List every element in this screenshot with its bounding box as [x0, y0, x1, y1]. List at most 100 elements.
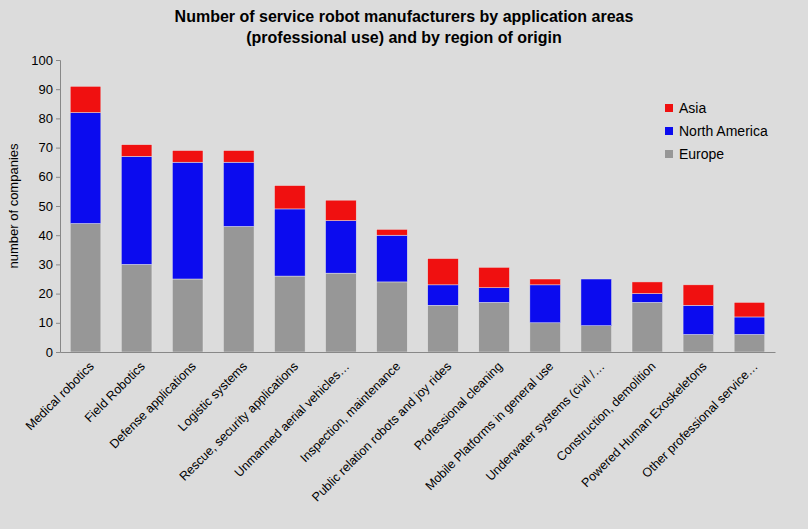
bar [479, 288, 510, 303]
legend-swatch [665, 127, 673, 135]
bar [326, 200, 357, 220]
y-axis-title: number of companies [6, 143, 21, 269]
bar [121, 156, 152, 264]
bar [479, 302, 510, 352]
bar [223, 162, 254, 226]
bar [223, 226, 254, 352]
tick-label: Other professional service… [639, 359, 760, 480]
tick: Other professional service… [639, 352, 760, 481]
tick: Inspection, maintenance [297, 352, 403, 465]
tick: 30 [39, 257, 60, 272]
tick: Defense applications [107, 352, 199, 451]
bar [275, 186, 306, 209]
tick-label: Construction, demolition [554, 359, 659, 464]
tick: 40 [39, 228, 60, 243]
bar [734, 317, 765, 335]
background [0, 0, 808, 529]
tick: 100 [31, 53, 60, 68]
bar [121, 264, 152, 352]
tick: 10 [39, 315, 60, 330]
tick-mark [56, 148, 60, 149]
tick: Construction, demolition [554, 352, 659, 464]
bar [70, 86, 101, 112]
tick: 80 [39, 111, 60, 126]
y-axis: 0 10 20 30 40 50 60 70 80 90 100 [31, 53, 60, 360]
tick: Medical robotics [23, 352, 97, 433]
tick: 50 [39, 199, 60, 214]
bar [683, 285, 714, 305]
bar [275, 209, 306, 276]
tick-label: 10 [39, 315, 53, 330]
legend-label: North America [679, 123, 768, 139]
tick-label: Defense applications [107, 359, 199, 451]
chart: Number of service robot manufacturers by… [0, 0, 808, 529]
bar [428, 305, 459, 352]
bar [530, 279, 561, 285]
tick-mark [56, 352, 60, 353]
bar [683, 305, 714, 334]
title-line: (professional use) and by region of orig… [246, 29, 562, 46]
bar [530, 285, 561, 323]
bar [275, 276, 306, 352]
title: Number of service robot manufacturers by… [175, 8, 634, 46]
bars [70, 86, 765, 352]
tick-label: 30 [39, 257, 53, 272]
legend-item: Europe [665, 146, 724, 162]
tick-mark [56, 264, 60, 265]
axis-line [61, 352, 776, 353]
bar [683, 334, 714, 352]
bar [326, 221, 357, 274]
legend-label: Asia [679, 100, 706, 116]
bar [70, 113, 101, 224]
tick: 0 [46, 345, 60, 360]
bar [172, 151, 203, 163]
x-axis: Medical roboticsField RoboticsDefense ap… [23, 352, 776, 504]
bar [428, 285, 459, 305]
bar [326, 273, 357, 352]
tick: 60 [39, 169, 60, 184]
series [70, 86, 765, 317]
bar [530, 323, 561, 352]
tick-mark [56, 177, 60, 178]
bar [581, 326, 612, 352]
tick-mark [56, 294, 60, 295]
axis-line [56, 61, 61, 353]
tick-label: Medical robotics [23, 359, 97, 433]
tick-mark [56, 206, 60, 207]
tick: Professional cleaning [411, 352, 505, 453]
bar [632, 302, 663, 352]
legend-swatch [665, 150, 673, 158]
bar [377, 229, 408, 235]
tick-label: 40 [39, 228, 53, 243]
legend: Asia North America Europe [665, 100, 768, 162]
bar [121, 145, 152, 157]
series [70, 113, 765, 335]
legend-item: Asia [665, 100, 706, 116]
bar [428, 259, 459, 285]
tick-label: 90 [39, 82, 53, 97]
legend-item: North America [665, 123, 768, 139]
tick-label: 70 [39, 140, 53, 155]
tick-label: 60 [39, 169, 53, 184]
bar [377, 282, 408, 352]
bar [581, 279, 612, 326]
bar [581, 279, 612, 280]
tick-label: 0 [46, 345, 53, 360]
bar [223, 151, 254, 163]
tick-mark [56, 323, 60, 324]
tick-label: 80 [39, 111, 53, 126]
tick-label: 100 [31, 53, 53, 68]
title-line: Number of service robot manufacturers by… [175, 8, 634, 25]
legend-swatch [665, 104, 673, 112]
bar [734, 334, 765, 352]
tick-label: Professional cleaning [411, 359, 505, 453]
bar [172, 279, 203, 352]
tick-label: 20 [39, 286, 53, 301]
legend-label: Europe [679, 146, 724, 162]
tick-mark [56, 60, 60, 61]
tick-mark [56, 89, 60, 90]
tick-label: 50 [39, 199, 53, 214]
tick-mark [56, 235, 60, 236]
tick: 20 [39, 286, 60, 301]
tick: 90 [39, 82, 60, 97]
